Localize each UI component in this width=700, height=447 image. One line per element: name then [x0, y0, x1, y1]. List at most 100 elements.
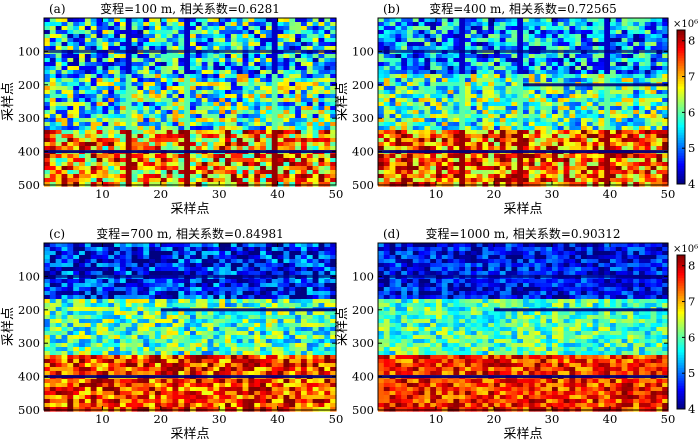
heatmap-cell [465, 82, 472, 87]
heatmap-cell [453, 42, 460, 47]
heatmap-cell [639, 138, 646, 143]
heatmap-cell [505, 166, 512, 171]
heatmap-cell [108, 30, 115, 35]
heatmap-cell [201, 154, 209, 159]
heatmap-cell [534, 110, 541, 115]
heatmap-cell [633, 58, 640, 63]
heatmap-cell [265, 122, 273, 127]
heatmap-cell [195, 251, 203, 256]
heatmap-cell [430, 162, 437, 167]
heatmap-cell [67, 146, 74, 151]
heatmap-cell [219, 38, 226, 43]
heatmap-cell [119, 98, 127, 103]
heatmap-cell [306, 66, 314, 71]
heatmap-cell [265, 255, 273, 260]
heatmap-cell [125, 182, 133, 187]
heatmap-cell [470, 174, 478, 179]
heatmap-cell [383, 182, 391, 187]
heatmap-cell [424, 162, 431, 167]
heatmap-cell [289, 106, 296, 111]
heatmap-cell [207, 62, 214, 67]
heatmap-cell [546, 142, 553, 147]
heatmap-cell [55, 58, 63, 63]
heatmap-cell [207, 138, 214, 143]
heatmap-cell [119, 146, 127, 151]
heatmap-cell [114, 154, 121, 159]
heatmap-cell [102, 38, 109, 43]
heatmap-cell [586, 106, 594, 111]
heatmap-cell [213, 178, 220, 183]
heatmap-cell [248, 255, 255, 260]
heatmap-cell [277, 106, 285, 111]
heatmap-cell [318, 287, 325, 292]
heatmap-cell [96, 154, 103, 159]
heatmap-cell [401, 138, 408, 143]
heatmap-cell [289, 34, 296, 39]
heatmap-cell [447, 70, 454, 75]
heatmap-cell [306, 146, 314, 151]
heatmap-cell [137, 271, 144, 276]
heatmap-cell [230, 126, 238, 131]
heatmap-cell [621, 122, 628, 127]
heatmap-cell [552, 66, 559, 71]
heatmap-cell [254, 106, 261, 111]
heatmap-cell [318, 90, 325, 95]
heatmap-cell [418, 90, 425, 95]
heatmap-cell [447, 178, 454, 183]
heatmap-cell [633, 46, 640, 51]
heatmap-cell [598, 94, 605, 99]
heatmap-cell [154, 30, 162, 35]
heatmap-cell [154, 271, 162, 276]
heatmap-cell [424, 86, 431, 91]
heatmap-cell [184, 86, 191, 91]
heatmap-cell [114, 70, 121, 75]
heatmap-cell [160, 30, 168, 35]
heatmap-cell [330, 66, 337, 71]
heatmap-cell [604, 94, 611, 99]
heatmap-cell [505, 62, 512, 67]
heatmap-cell [383, 178, 391, 183]
heatmap-cell [505, 26, 512, 31]
heatmap-cell [586, 178, 594, 183]
heatmap-cell [44, 263, 51, 268]
heatmap-cell [511, 162, 518, 167]
heatmap-cell [67, 267, 74, 272]
heatmap-cell [407, 22, 414, 27]
heatmap-cell [166, 54, 174, 59]
heatmap-cell [131, 138, 139, 143]
heatmap-cell [125, 42, 133, 47]
heatmap-cell [289, 66, 296, 71]
heatmap-cell [108, 126, 115, 131]
heatmap-cell [534, 22, 541, 27]
heatmap-cell [73, 182, 80, 187]
heatmap-cell [154, 255, 162, 260]
heatmap-cell [225, 162, 232, 167]
heatmap-cell [453, 86, 460, 91]
heatmap-cell [552, 130, 559, 135]
colorbar-swatch [677, 158, 685, 162]
heatmap-cell [436, 46, 443, 51]
heatmap-cell [236, 66, 244, 71]
heatmap-cell [424, 66, 431, 71]
heatmap-cell [656, 138, 663, 143]
heatmap-cell [306, 130, 314, 135]
heatmap-cell [401, 42, 408, 47]
heatmap-cell [615, 78, 623, 83]
heatmap-cell [523, 30, 530, 35]
y-tick-label: 300 [352, 111, 374, 125]
heatmap-cell [49, 118, 57, 123]
heatmap-cell [160, 78, 168, 83]
heatmap-cell [546, 134, 553, 139]
heatmap-cell [312, 146, 320, 151]
heatmap-cell [557, 86, 565, 91]
heatmap-cell [73, 46, 80, 51]
heatmap-cell [154, 243, 162, 248]
heatmap-cell [499, 102, 507, 107]
heatmap-cell [67, 247, 74, 252]
heatmap-cell [114, 62, 121, 67]
heatmap-cell [447, 122, 454, 127]
heatmap-cell [230, 78, 238, 83]
heatmap-cell [184, 42, 191, 47]
heatmap-cell [195, 130, 203, 135]
heatmap-cell [488, 30, 495, 35]
